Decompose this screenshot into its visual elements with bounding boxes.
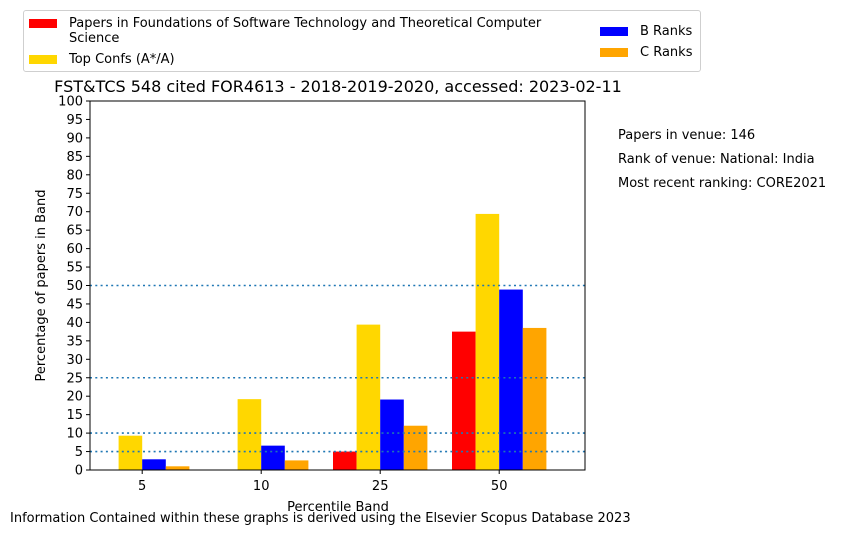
y-tick-label: 85 [66, 150, 83, 165]
legend-label-c-ranks: C Ranks [640, 45, 693, 60]
y-tick-label: 10 [66, 427, 83, 442]
bar [380, 399, 404, 470]
legend-item-venue: Papers in Foundations of Software Techno… [29, 16, 549, 46]
legend: Papers in Foundations of Software Techno… [23, 10, 701, 72]
x-tick-label: 25 [372, 479, 389, 494]
y-tick-label: 75 [66, 187, 83, 202]
bar [118, 435, 143, 470]
bar [356, 324, 381, 470]
legend-item-top-confs: Top Confs (A*/A) [29, 52, 175, 67]
bar [165, 466, 190, 470]
bar [261, 445, 285, 470]
x-tick-label: 10 [253, 479, 270, 494]
chart-title: FST&TCS 548 cited FOR4613 - 2018-2019-20… [54, 77, 622, 96]
x-tick-label: 50 [491, 479, 508, 494]
legend-item-c-ranks: C Ranks [600, 45, 692, 60]
y-tick-label: 25 [66, 371, 83, 386]
y-tick-label: 50 [66, 279, 83, 294]
legend-label-b-ranks: B Ranks [640, 24, 693, 39]
y-tick-label: 90 [66, 131, 83, 146]
y-tick-label: 0 [75, 464, 83, 479]
y-tick-label: 55 [66, 261, 83, 276]
bar [403, 425, 428, 470]
y-tick-label: 95 [66, 113, 83, 128]
legend-item-b-ranks: B Ranks [600, 24, 692, 39]
legend-label-venue: Papers in Foundations of Software Techno… [69, 16, 542, 46]
bar [284, 460, 309, 470]
bar [142, 459, 166, 470]
y-tick-label: 45 [66, 297, 83, 312]
bar [333, 451, 357, 470]
rank-of-venue-text: Rank of venue: National: India [618, 152, 815, 167]
legend-swatch-top-confs [29, 55, 57, 64]
y-tick-label: 65 [66, 224, 83, 239]
y-tick-label: 100 [58, 95, 83, 110]
bar [499, 289, 523, 470]
y-tick-label: 20 [66, 390, 83, 405]
bar [452, 331, 476, 470]
y-tick-label: 40 [66, 316, 83, 331]
x-axis-label: Percentile Band [287, 500, 389, 515]
y-tick-label: 15 [66, 408, 83, 423]
legend-swatch-c-ranks [600, 48, 628, 57]
y-tick-label: 30 [66, 353, 83, 368]
y-tick-label: 70 [66, 205, 83, 220]
data-source-footer: Information Contained within these graph… [10, 511, 631, 526]
legend-swatch-venue [29, 19, 57, 28]
y-tick-label: 35 [66, 334, 83, 349]
x-tick-label: 5 [138, 479, 146, 494]
bar [522, 327, 547, 470]
bar [475, 213, 500, 470]
y-tick-label: 60 [66, 242, 83, 257]
plot-area: 0 5 10 15 20 25 30 35 40 45 50 55 60 65 70 75 80 85 90 95 10… [34, 95, 586, 515]
y-tick-label: 5 [75, 445, 83, 460]
y-axis-label: Percentage of papers in Band [34, 189, 49, 381]
y-tick-label: 80 [66, 168, 83, 183]
most-recent-ranking-text: Most recent ranking: CORE2021 [618, 176, 827, 191]
legend-swatch-b-ranks [600, 27, 628, 36]
papers-in-venue-text: Papers in venue: 146 [618, 128, 756, 143]
bar [237, 399, 262, 470]
legend-label-top-confs: Top Confs (A*/A) [69, 52, 175, 67]
